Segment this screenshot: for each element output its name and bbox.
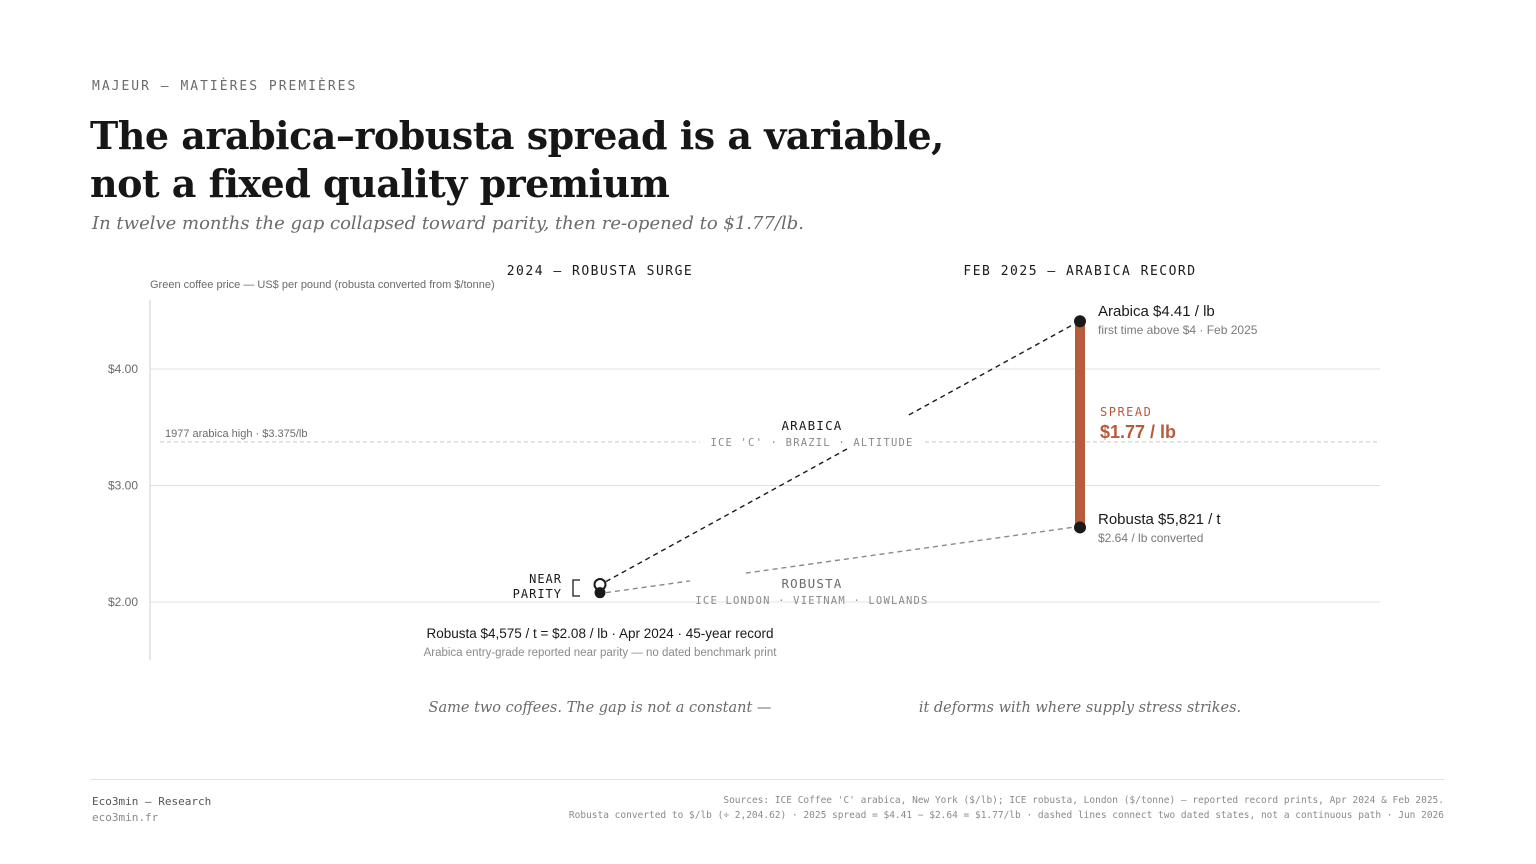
point-2024-label: Robusta $4,575 / t = $2.08 / lb · Apr 20…: [426, 626, 773, 641]
brand-url[interactable]: eco3min.fr: [92, 811, 159, 824]
arabica-connector-line: [605, 447, 849, 583]
near-parity-bracket: [572, 579, 580, 597]
footer-brand: Eco3min — Research eco3min.fr: [92, 794, 211, 826]
robusta-2025-label: Robusta $5,821 / t: [1098, 511, 1221, 528]
caption-left: Same two coffees. The gap is not a const…: [429, 700, 772, 716]
spread-value: $1.77 / lb: [1100, 422, 1176, 442]
robusta-series-sublabel: ICE LONDON · VIETNAM · LOWLANDS: [695, 595, 928, 607]
robusta-2025-note: $2.64 / lb converted: [1098, 531, 1203, 545]
subtitle: In twelve months the gap collapsed towar…: [92, 213, 804, 234]
robusta-point-2025: [1074, 521, 1086, 534]
title-line-1: The arabica–robusta spread is a variable…: [90, 113, 944, 158]
period-label-2024: 2024 — ROBUSTA SURGE: [507, 264, 694, 279]
robusta-connector-line: [745, 526, 1073, 574]
arabica-point-2025: [1074, 315, 1086, 328]
caption-right: it deforms with where supply stress stri…: [919, 700, 1241, 716]
page-title: The arabica–robusta spread is a variable…: [90, 112, 990, 208]
near-parity-label-line2: PARITY: [513, 587, 562, 601]
brand-name: Eco3min — Research: [92, 795, 212, 808]
y-tick-label: $4.00: [108, 362, 138, 376]
arabica-2025-note: first time above $4 · Feb 2025: [1098, 323, 1258, 337]
reference-line-label: 1977 arabica high · $3.375/lb: [165, 428, 308, 440]
y-axis-label: Green coffee price — US$ per pound (robu…: [150, 279, 495, 291]
spread-label: SPREAD: [1100, 405, 1152, 419]
arabica-series-label: ARABICA: [781, 418, 842, 433]
sources-line-2: Robusta converted to $/lb (÷ 2,204.62) ·…: [568, 810, 1444, 821]
footer-divider: [90, 779, 1444, 780]
robusta-series-label: ROBUSTA: [781, 576, 842, 591]
point-2024-note: Arabica entry-grade reported near parity…: [424, 647, 778, 659]
gridlines: [150, 368, 1380, 603]
near-parity-label-line1: NEAR: [529, 572, 562, 586]
arabica-2025-label: Arabica $4.41 / lb: [1098, 303, 1215, 320]
y-tick-label: $3.00: [108, 479, 138, 493]
y-tick-labels: $2.00 $3.00 $4.00: [108, 362, 138, 609]
kicker: MAJEUR — MATIÈRES PREMIÈRES: [92, 79, 358, 94]
title-line-2: not a fixed quality premium: [90, 161, 670, 206]
spread-bar: [1075, 321, 1085, 528]
period-label-2025: FEB 2025 — ARABICA RECORD: [963, 264, 1196, 279]
robusta-connector-line: [605, 580, 690, 594]
robusta-point-2024: [594, 587, 606, 599]
arabica-series-sublabel: ICE 'C' · BRAZIL · ALTITUDE: [710, 437, 913, 449]
sources-line-1: Sources: ICE Coffee 'C' arabica, New Yor…: [723, 795, 1444, 806]
footer-sources: Sources: ICE Coffee 'C' arabica, New Yor…: [569, 793, 1444, 823]
arabica-connector-line: [908, 324, 1073, 416]
y-tick-label: $2.00: [108, 595, 138, 609]
